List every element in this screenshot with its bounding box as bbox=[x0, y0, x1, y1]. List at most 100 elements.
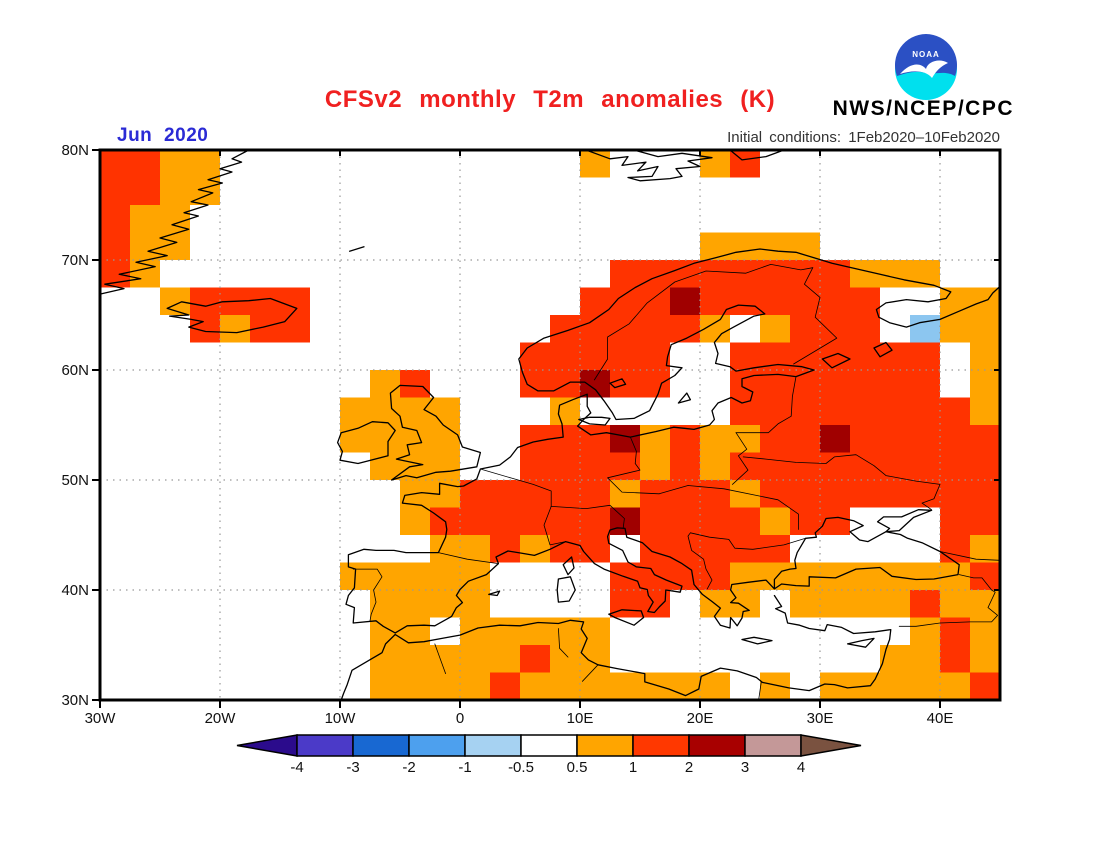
anomaly-cell bbox=[130, 232, 160, 260]
axis-labels-layer: 30W 20W 10W 0 10E 20E 30E 40E 80N 70N 60N 50N 40N 30N bbox=[61, 142, 953, 727]
anomaly-cell bbox=[910, 480, 940, 508]
anomaly-cell bbox=[790, 315, 820, 343]
anomaly-cell bbox=[730, 342, 760, 370]
anomaly-cell bbox=[580, 370, 610, 398]
anomaly-cell bbox=[520, 370, 550, 398]
anomaly-cell bbox=[490, 480, 520, 508]
anomaly-cell bbox=[490, 672, 520, 700]
anomaly-cell bbox=[520, 425, 550, 453]
country-border bbox=[690, 532, 806, 550]
anomaly-cell bbox=[550, 397, 580, 425]
anomaly-cell bbox=[550, 480, 580, 508]
anomaly-cell bbox=[580, 425, 610, 453]
anomaly-cell bbox=[850, 397, 880, 425]
initial-conditions-label: Initial conditions: 1Feb2020–10Feb2020 bbox=[727, 129, 1000, 146]
country-border bbox=[558, 628, 569, 658]
anomaly-cell bbox=[580, 287, 610, 315]
anomaly-cell bbox=[880, 370, 910, 398]
anomaly-cell bbox=[460, 507, 490, 535]
coastline bbox=[348, 246, 365, 252]
anomaly-cell bbox=[640, 342, 670, 370]
anomaly-cell bbox=[100, 232, 130, 260]
coastline bbox=[608, 609, 645, 626]
anomaly-cell bbox=[850, 452, 880, 480]
country-border bbox=[352, 568, 383, 622]
anomaly-cell bbox=[640, 452, 670, 480]
anomaly-cell bbox=[910, 452, 940, 480]
coastline bbox=[99, 149, 250, 295]
anomaly-cell bbox=[760, 397, 790, 425]
anomaly-cell bbox=[190, 287, 220, 315]
anomaly-cell bbox=[760, 452, 790, 480]
country-border bbox=[543, 506, 566, 546]
anomaly-cell bbox=[520, 535, 550, 563]
anomaly-cell bbox=[760, 672, 790, 700]
anomaly-cell bbox=[610, 260, 640, 288]
anomaly-cell bbox=[910, 672, 940, 700]
lon-tick-label: 40E bbox=[927, 710, 954, 727]
anomaly-cell bbox=[880, 425, 910, 453]
anomaly-cell bbox=[430, 452, 460, 480]
anomaly-cell bbox=[370, 617, 400, 645]
anomaly-cell bbox=[670, 287, 700, 315]
lat-tick-label: 40N bbox=[61, 582, 89, 599]
anomaly-cell bbox=[430, 562, 460, 590]
colorbar-segment bbox=[744, 734, 802, 757]
country-border bbox=[687, 532, 713, 590]
coastline bbox=[821, 352, 851, 369]
colorbar-segment bbox=[408, 734, 466, 757]
anomaly-cell bbox=[520, 507, 550, 535]
coastline bbox=[562, 556, 575, 576]
anomaly-cell bbox=[580, 150, 610, 178]
anomaly-cell bbox=[640, 535, 670, 563]
map-frame bbox=[98, 148, 1002, 702]
anomaly-cell bbox=[970, 507, 1000, 535]
anomaly-cell bbox=[820, 315, 850, 343]
anomaly-cell bbox=[730, 370, 760, 398]
anomaly-cell bbox=[970, 452, 1000, 480]
coastline bbox=[876, 509, 933, 533]
anomaly-cell bbox=[100, 260, 130, 288]
coastline bbox=[609, 378, 627, 389]
anomaly-cell bbox=[820, 397, 850, 425]
country-border bbox=[758, 682, 762, 700]
country-border bbox=[658, 485, 799, 530]
anomaly-cell bbox=[910, 342, 940, 370]
anomaly-cell bbox=[430, 672, 460, 700]
anomaly-cell bbox=[820, 480, 850, 508]
noaa-logo-text: NOAA bbox=[912, 50, 940, 59]
anomaly-cell bbox=[640, 562, 670, 590]
anomaly-cell bbox=[730, 425, 760, 453]
anomaly-cell bbox=[670, 315, 700, 343]
country-border bbox=[793, 267, 838, 365]
anomaly-cell bbox=[490, 645, 520, 673]
anomaly-cell bbox=[820, 562, 850, 590]
anomaly-cell bbox=[640, 315, 670, 343]
anomaly-cell bbox=[460, 535, 490, 563]
anomaly-cell bbox=[670, 480, 700, 508]
anomaly-cell bbox=[850, 370, 880, 398]
agency-label: NWS/NCEP/CPC bbox=[832, 97, 1014, 120]
country-border bbox=[735, 376, 797, 434]
anomaly-cell bbox=[100, 177, 130, 205]
colorbar-segment bbox=[464, 734, 522, 757]
anomaly-cell bbox=[760, 315, 790, 343]
anomaly-cell bbox=[760, 507, 790, 535]
anomaly-cell bbox=[370, 672, 400, 700]
noaa-logo-bird-icon bbox=[900, 60, 948, 78]
anomaly-cell bbox=[430, 645, 460, 673]
anomaly-cell bbox=[910, 315, 940, 343]
coastline bbox=[394, 516, 960, 634]
anomaly-cell bbox=[670, 535, 700, 563]
anomaly-cell bbox=[700, 260, 730, 288]
anomaly-cell bbox=[550, 645, 580, 673]
anomaly-cell bbox=[640, 507, 670, 535]
anomaly-cell bbox=[940, 425, 970, 453]
anomaly-cell bbox=[850, 425, 880, 453]
anomaly-cell bbox=[910, 425, 940, 453]
anomaly-cell bbox=[940, 590, 970, 618]
anomaly-cell bbox=[460, 590, 490, 618]
anomaly-cell bbox=[940, 617, 970, 645]
anomaly-cell bbox=[610, 672, 640, 700]
